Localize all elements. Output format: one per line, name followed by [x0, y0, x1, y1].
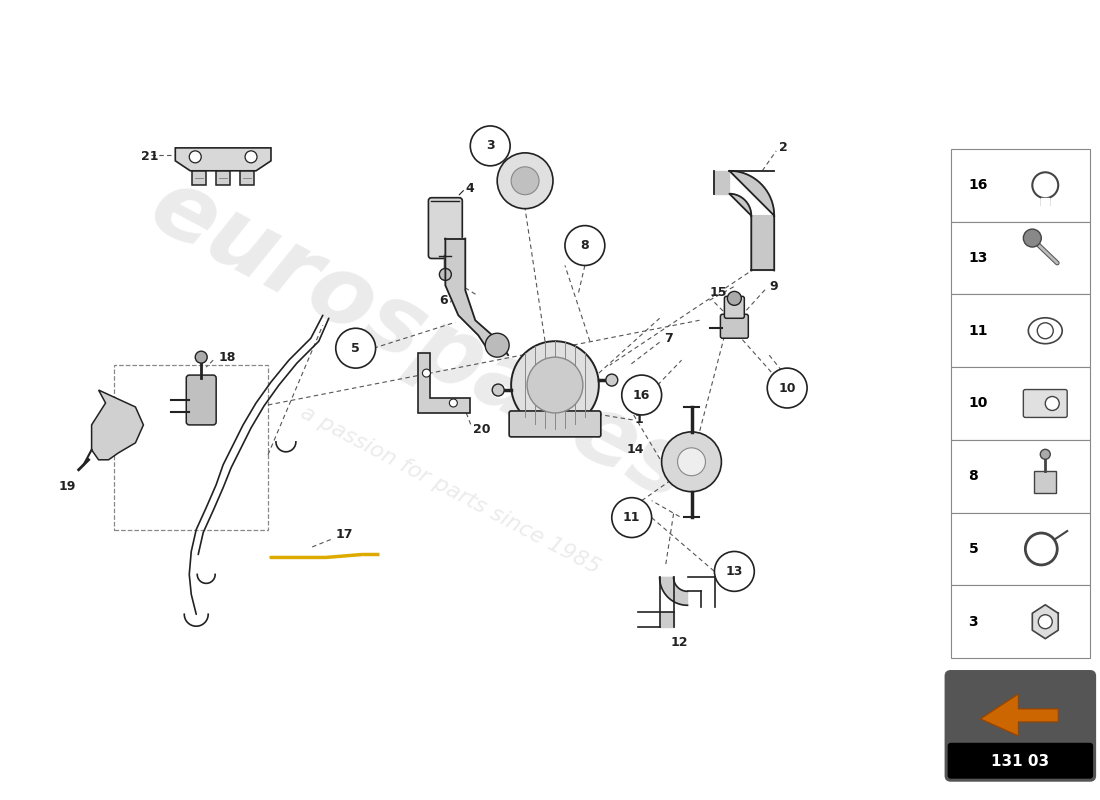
Circle shape	[512, 342, 598, 429]
Text: 16: 16	[632, 389, 650, 402]
FancyBboxPatch shape	[1023, 390, 1067, 418]
Text: 19: 19	[58, 480, 76, 493]
Text: 4: 4	[465, 182, 474, 195]
FancyBboxPatch shape	[950, 586, 1090, 658]
Text: 5: 5	[968, 542, 978, 556]
FancyBboxPatch shape	[509, 411, 601, 437]
Text: 5: 5	[351, 342, 360, 354]
Circle shape	[678, 448, 705, 476]
Circle shape	[492, 384, 504, 396]
Text: 21: 21	[142, 150, 158, 163]
Circle shape	[512, 167, 539, 194]
Circle shape	[621, 375, 661, 415]
Text: 17: 17	[336, 528, 353, 541]
Polygon shape	[91, 390, 143, 460]
Text: 131 03: 131 03	[991, 754, 1049, 770]
Circle shape	[450, 399, 458, 407]
Text: 16: 16	[968, 178, 988, 192]
Text: 8: 8	[581, 239, 590, 252]
FancyBboxPatch shape	[240, 170, 254, 185]
Polygon shape	[175, 148, 271, 170]
Circle shape	[336, 328, 375, 368]
Text: 11: 11	[623, 511, 640, 524]
Text: eurospares: eurospares	[135, 159, 706, 521]
FancyBboxPatch shape	[950, 513, 1090, 586]
Text: 13: 13	[968, 251, 988, 265]
FancyBboxPatch shape	[950, 367, 1090, 440]
Text: 20: 20	[473, 423, 491, 436]
FancyBboxPatch shape	[192, 170, 206, 185]
Circle shape	[606, 374, 618, 386]
Circle shape	[497, 153, 553, 209]
Polygon shape	[660, 578, 688, 606]
Polygon shape	[714, 170, 729, 194]
Text: 12: 12	[671, 636, 689, 649]
Text: 9: 9	[769, 280, 778, 293]
Circle shape	[422, 369, 430, 377]
Text: 8: 8	[968, 470, 978, 483]
Text: 10: 10	[779, 382, 796, 394]
Circle shape	[767, 368, 807, 408]
Polygon shape	[446, 238, 508, 355]
FancyBboxPatch shape	[950, 222, 1090, 294]
FancyBboxPatch shape	[950, 294, 1090, 367]
Text: 15: 15	[710, 286, 727, 299]
Text: 13: 13	[726, 565, 742, 578]
FancyBboxPatch shape	[725, 296, 745, 318]
FancyBboxPatch shape	[946, 671, 1096, 781]
FancyBboxPatch shape	[1034, 471, 1056, 493]
Text: 7: 7	[664, 332, 673, 345]
Circle shape	[189, 151, 201, 163]
Circle shape	[714, 551, 755, 591]
Polygon shape	[1032, 605, 1058, 638]
Text: 11: 11	[968, 324, 988, 338]
FancyBboxPatch shape	[428, 198, 462, 258]
Circle shape	[1045, 397, 1059, 410]
Text: 3: 3	[486, 139, 495, 152]
Circle shape	[612, 498, 651, 538]
Text: 2: 2	[779, 142, 788, 154]
FancyBboxPatch shape	[950, 149, 1090, 222]
Circle shape	[485, 334, 509, 357]
Polygon shape	[980, 694, 1058, 736]
Circle shape	[1038, 614, 1053, 629]
FancyBboxPatch shape	[947, 743, 1093, 778]
Text: 6: 6	[440, 294, 449, 307]
Text: 18: 18	[218, 350, 235, 364]
Circle shape	[527, 357, 583, 413]
Text: 3: 3	[968, 614, 978, 629]
Circle shape	[471, 126, 510, 166]
Circle shape	[1023, 229, 1042, 247]
Polygon shape	[418, 353, 471, 413]
Circle shape	[245, 151, 257, 163]
Circle shape	[1041, 450, 1050, 459]
Text: 14: 14	[626, 443, 644, 456]
Text: a passion for parts since 1985: a passion for parts since 1985	[297, 402, 604, 578]
FancyBboxPatch shape	[186, 375, 217, 425]
FancyBboxPatch shape	[950, 440, 1090, 513]
Polygon shape	[729, 170, 774, 270]
Circle shape	[661, 432, 722, 492]
FancyBboxPatch shape	[217, 170, 230, 185]
Text: 1: 1	[635, 414, 643, 426]
FancyBboxPatch shape	[720, 314, 748, 338]
Circle shape	[565, 226, 605, 266]
Circle shape	[727, 291, 741, 306]
Circle shape	[195, 351, 207, 363]
Circle shape	[439, 269, 451, 281]
Polygon shape	[660, 612, 673, 627]
Text: 10: 10	[968, 397, 988, 410]
